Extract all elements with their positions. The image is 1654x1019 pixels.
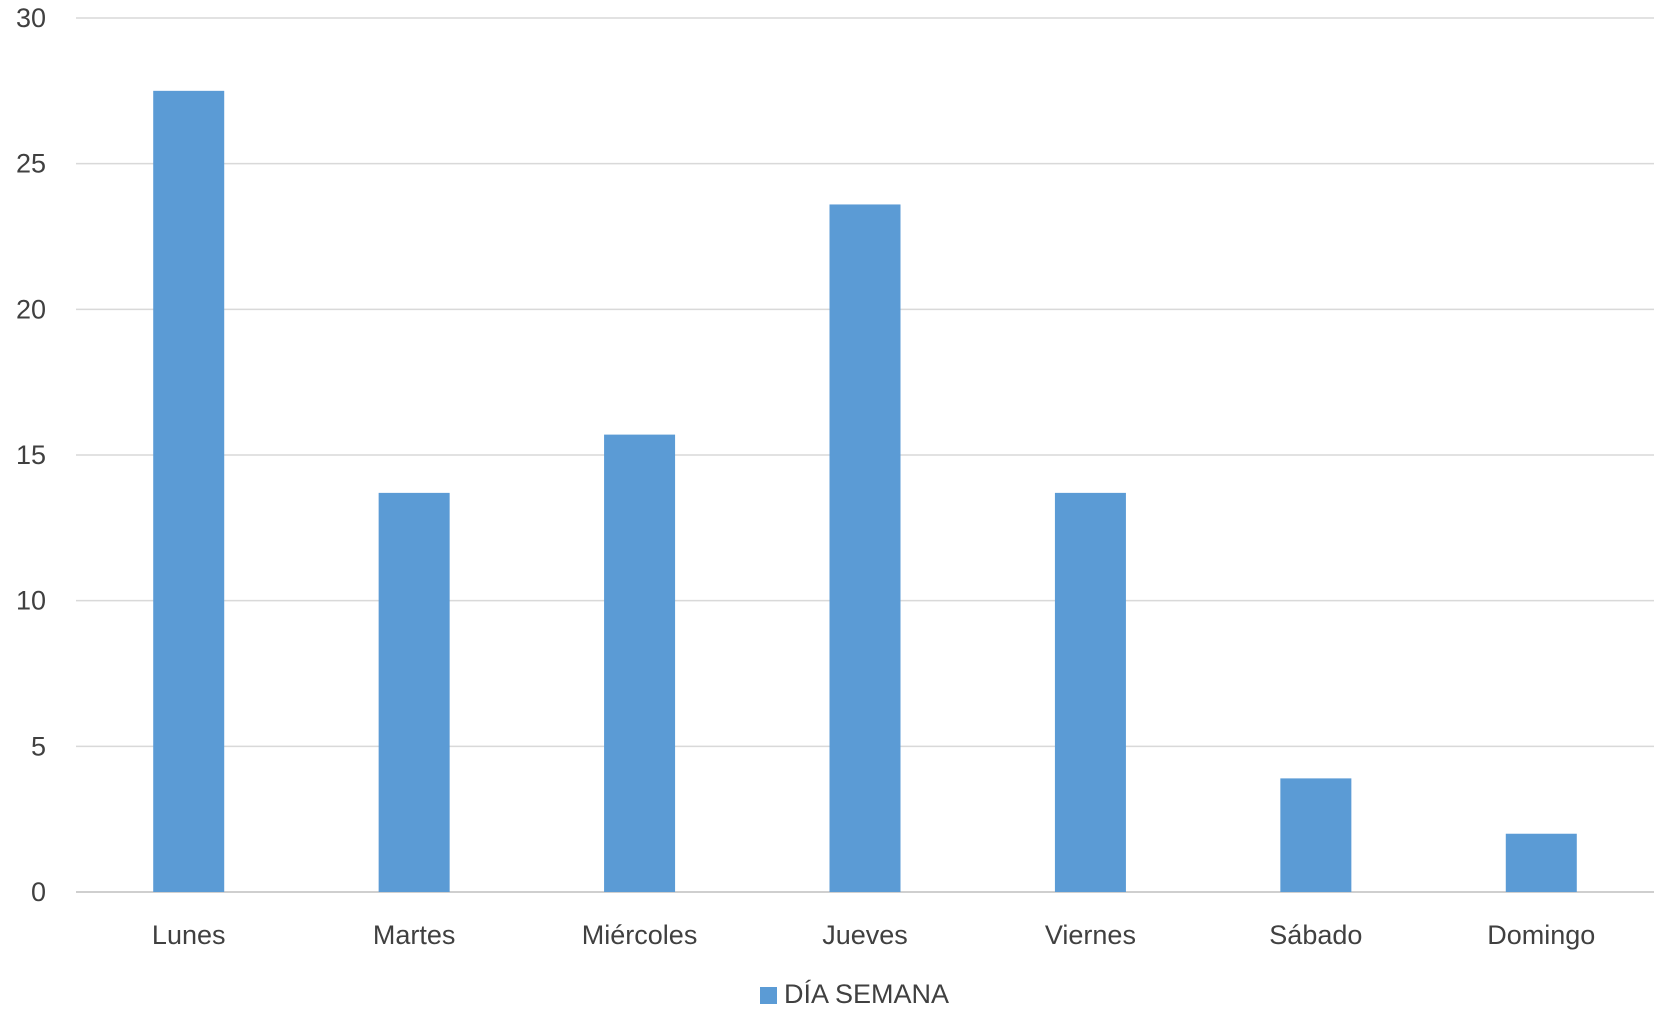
legend-label: DÍA SEMANA: [784, 979, 949, 1009]
y-tick-label: 10: [16, 586, 46, 616]
y-axis-tick-labels: 0 5 10 15 20 25 30: [16, 3, 46, 907]
bar-sábado: [1280, 778, 1352, 892]
x-tick-label: Viernes: [1045, 920, 1136, 950]
bars: [153, 90, 1577, 893]
x-tick-label: Domingo: [1487, 920, 1595, 950]
bar-viernes: [1054, 492, 1126, 892]
x-tick-label: Miércoles: [582, 920, 698, 950]
y-tick-label: 5: [31, 731, 46, 761]
y-tick-label: 25: [16, 149, 46, 179]
x-tick-label: Lunes: [152, 920, 226, 950]
y-tick-label: 20: [16, 294, 46, 324]
bar-jueves: [829, 204, 901, 892]
bar-miércoles: [604, 434, 676, 892]
y-tick-label: 0: [31, 877, 46, 907]
bar-domingo: [1505, 833, 1577, 892]
y-tick-label: 15: [16, 440, 46, 470]
x-tick-label: Martes: [373, 920, 456, 950]
bar-martes: [378, 492, 450, 892]
y-tick-label: 30: [16, 3, 46, 33]
x-axis-tick-labels: Lunes Martes Miércoles Jueves Viernes Sábado D…: [152, 920, 1595, 950]
legend-swatch: [760, 987, 777, 1004]
x-tick-label: Sábado: [1269, 920, 1362, 950]
legend: DÍA SEMANA: [760, 979, 949, 1009]
x-tick-label: Jueves: [822, 920, 908, 950]
bar-lunes: [153, 90, 225, 893]
